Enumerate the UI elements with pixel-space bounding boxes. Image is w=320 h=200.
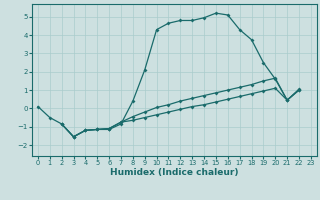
X-axis label: Humidex (Indice chaleur): Humidex (Indice chaleur) bbox=[110, 168, 239, 177]
